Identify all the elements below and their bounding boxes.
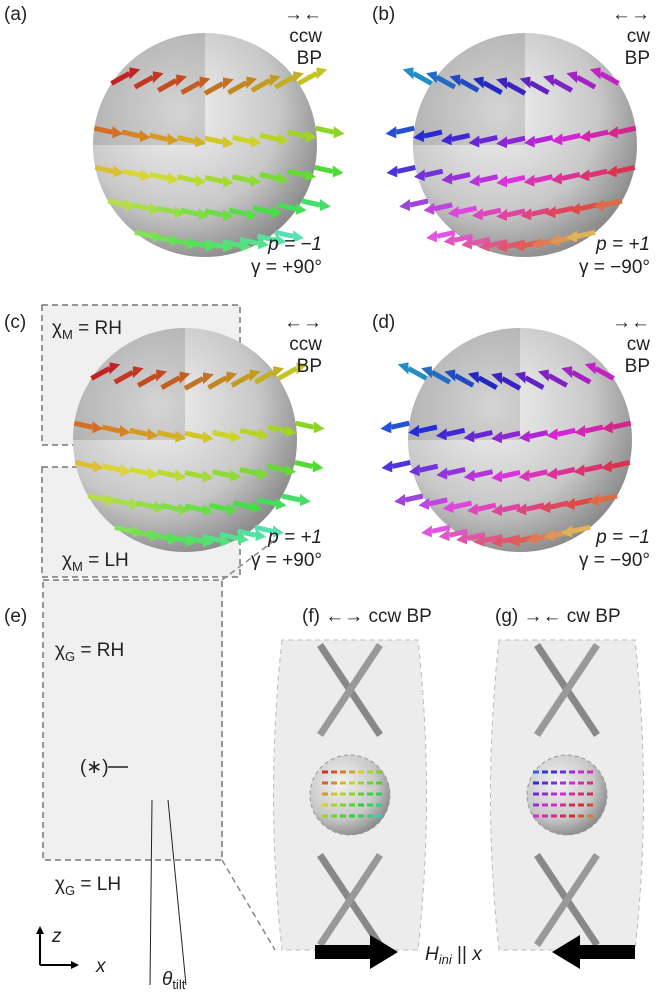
tube-section: [491, 640, 644, 950]
spin-arrow-head: [381, 460, 392, 472]
sphere: [385, 33, 637, 257]
tube-sections: [274, 640, 644, 950]
arrows: →←: [284, 4, 322, 25]
spin-arrow: [315, 167, 333, 171]
panel-label: (e): [4, 606, 27, 627]
gamma: γ = −90°: [579, 550, 650, 571]
chirality: cw: [627, 334, 651, 355]
sphere: [380, 328, 632, 552]
panel-label: (b): [372, 4, 395, 25]
kind: BP: [625, 48, 650, 69]
polarity: p = −1: [267, 234, 322, 255]
kind: BP: [625, 356, 650, 377]
arrows: ←→: [612, 4, 650, 25]
tube-section: [274, 640, 427, 950]
spin-arrow-head: [399, 199, 410, 211]
sphere: [73, 328, 325, 552]
spin-arrow: [396, 128, 414, 132]
spin-arrow-head: [317, 67, 328, 79]
gamma: γ = +90°: [251, 257, 322, 278]
gamma: γ = +90°: [251, 550, 322, 571]
kind: BP: [297, 48, 322, 69]
spin-arrow-head: [333, 165, 344, 177]
spin-arrow-head: [423, 203, 434, 215]
kind: BP: [297, 356, 322, 377]
tilt-angle: θtilt: [162, 969, 186, 992]
sphere-quadrant: [408, 328, 520, 440]
chirality: ccw: [289, 26, 322, 47]
spin-arrow-head: [300, 494, 311, 506]
polarity: p = −1: [595, 527, 650, 548]
spin-arrow: [397, 167, 415, 171]
spin-arrow-head: [313, 460, 324, 472]
panel-label: (d): [372, 312, 395, 333]
spin-arrow-head: [296, 203, 307, 215]
spin-arrow: [410, 201, 428, 205]
panel-label: (f) ←→ ccw BP: [302, 606, 432, 627]
chirality: cw: [627, 26, 651, 47]
arrows: ←→: [284, 312, 322, 333]
chi-g-lh: χG = LH: [55, 874, 121, 898]
spin-arrow-head: [403, 67, 414, 79]
field-label: Hini || x: [425, 944, 483, 967]
spin-arrow: [282, 496, 300, 500]
spin-arrow-head: [426, 230, 437, 242]
figure: (a) →← ccw BP p = −1 γ = +90° (b) ←→ cw …: [0, 0, 665, 996]
spin-arrow: [316, 128, 334, 132]
spin-arrow: [302, 201, 320, 205]
spin-arrow: [295, 462, 313, 466]
axis-z: z: [51, 926, 62, 947]
panel-label: (a): [4, 4, 27, 25]
polarity: p = +1: [267, 527, 322, 548]
spin-arrow-head: [385, 126, 396, 138]
polarity: p = +1: [595, 234, 650, 255]
spin-arrow-head: [418, 498, 429, 510]
spin-arrow-head: [334, 126, 345, 138]
spin-arrow: [392, 462, 410, 466]
spin-arrow: [391, 423, 409, 427]
tube-box: [43, 580, 222, 860]
spin-arrow-head: [394, 494, 405, 506]
spin-arrow-head: [320, 199, 331, 211]
arrows: →←: [612, 312, 650, 333]
gamma: γ = −90°: [579, 257, 650, 278]
zoom-line: [222, 860, 275, 950]
spin-arrow: [405, 496, 423, 500]
panel-label: (g) →← cw BP: [495, 606, 621, 627]
panel-label: (c): [4, 312, 26, 333]
sphere-quadrant: [413, 33, 525, 145]
marker-label: (∗): [80, 757, 109, 778]
spin-arrow-head: [421, 525, 432, 537]
spin-arrow-head: [276, 498, 287, 510]
spheres: [73, 33, 637, 552]
spin-arrow-head: [380, 421, 391, 433]
chirality: ccw: [289, 334, 322, 355]
spin-arrow-head: [386, 165, 397, 177]
spin-arrow: [296, 423, 314, 427]
spin-arrow-head: [314, 421, 325, 433]
axis-x: x: [95, 956, 107, 977]
spin-arrow-head: [398, 362, 409, 374]
